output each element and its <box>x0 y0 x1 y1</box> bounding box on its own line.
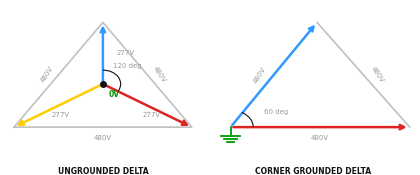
Text: CORNER GROUNDED DELTA: CORNER GROUNDED DELTA <box>255 167 371 175</box>
Text: 480V: 480V <box>370 66 385 84</box>
Text: 480V: 480V <box>252 65 267 84</box>
Text: 480V: 480V <box>311 135 329 141</box>
Text: 60 deg: 60 deg <box>263 109 288 115</box>
Text: 120 deg: 120 deg <box>113 63 142 69</box>
Text: UNGROUNDED DELTA: UNGROUNDED DELTA <box>58 167 148 175</box>
Text: 480V: 480V <box>94 135 112 141</box>
Text: 277V: 277V <box>142 112 160 118</box>
Text: 480V: 480V <box>152 66 167 84</box>
Text: 277V: 277V <box>51 112 70 118</box>
Text: 0V: 0V <box>109 90 120 99</box>
Text: 277V: 277V <box>117 50 135 56</box>
Text: 480V: 480V <box>39 66 54 84</box>
